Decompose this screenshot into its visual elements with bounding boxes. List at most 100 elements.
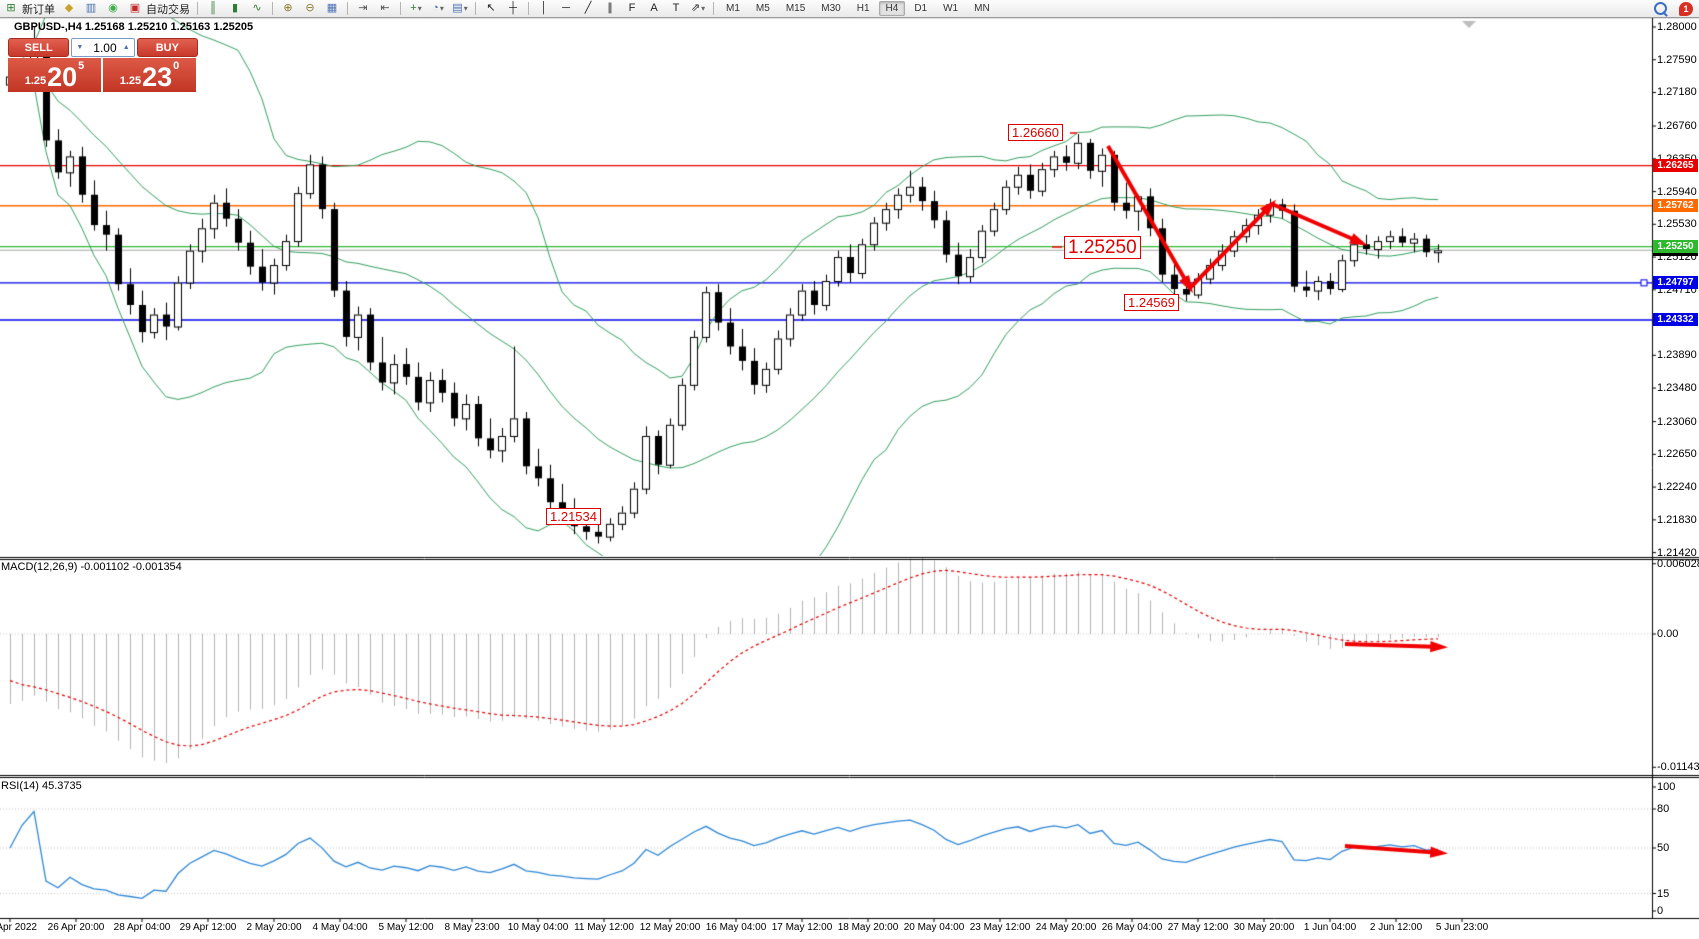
timeframe-m1[interactable]: M1 [726,3,740,14]
price-axis-label: 1.21830 [1657,513,1697,526]
dropdown-caret-icon[interactable]: ▾ [439,3,444,13]
date-axis-label: 26 May 04:00 [1101,922,1163,933]
macd-scale-label: 0.006028 [1657,557,1699,570]
price-axis-label: 1.22650 [1657,448,1697,461]
indicators-icon[interactable]: + ▾ [410,2,422,14]
date-axis-label: 5 May 12:00 [378,922,434,933]
price-callout[interactable]: 1.24569 [1124,294,1179,311]
crosshair-icon[interactable]: ┼ [509,2,517,14]
rsi-scale-label: 80 [1657,803,1670,815]
horizontal-line-icon[interactable]: ─ [562,2,570,14]
trendline-icon[interactable]: ╱ [584,2,592,14]
volume-decrease-icon[interactable]: ▼ [76,44,84,51]
line-chart-icon[interactable]: ∿ [252,2,262,14]
signals-icon[interactable]: ◉ [108,2,118,14]
search-icon[interactable] [1654,2,1667,15]
price-callout[interactable]: 1.26660 [1008,124,1063,141]
arrows-object-icon[interactable]: ⇗ ▾ [690,2,706,14]
text-label-icon[interactable]: T [672,2,680,14]
timeframe-d1[interactable]: D1 [914,3,928,14]
toolbar: ⊞ 新订单 ◆ ▥ ◉ ▣ 自动交易 ║ ▮ ∿ ⊕ ⊖ ▦ ⇥ ⇤ + ▾ ◔ ▾ ▤ ▾ ↖ ┼ │ ─ ╱ ∥ F A T ⇗ ▾ M1… [0,0,1699,18]
timeframe-m5[interactable]: M5 [755,3,770,14]
price-line-badge: 1.24332 [1653,312,1698,326]
timeframe-h4[interactable]: H4 [878,1,906,16]
date-axis-label: 5 Jun 23:00 [1435,922,1489,933]
date-axis-label: 27 May 12:00 [1167,922,1229,933]
buy-button[interactable]: BUY [136,38,198,57]
vertical-line-icon[interactable]: │ [540,2,548,14]
one-click-trading-panel: SELL ▼ 1.00 ▲ BUY 1.25 20 5 1.25 23 0 [8,38,198,92]
templates-icon[interactable]: ▤ ▾ [452,2,468,14]
autotrading-icon[interactable]: ▣ [129,2,141,14]
date-axis-label: 1 Jun 04:00 [1303,922,1357,933]
date-axis-label: 20 May 04:00 [903,922,965,933]
date-axis-label: 2 Jun 12:00 [1369,922,1423,933]
volume-increase-icon[interactable]: ▲ [122,44,130,51]
date-axis-label: 8 May 23:00 [444,922,500,933]
price-axis-label: 1.26760 [1657,120,1697,133]
dropdown-caret-icon[interactable]: ▾ [701,3,706,13]
price-callout[interactable]: 1.25250 [1064,236,1141,259]
volume-value[interactable]: 1.00 [93,40,117,55]
rsi-scale-label: 0 [1657,905,1664,917]
dropdown-caret-icon[interactable]: ▾ [417,3,422,13]
zoom-in-icon[interactable]: ⊕ [283,2,293,14]
toolbar-separator [713,2,714,15]
date-axis-label: 24 May 20:00 [1035,922,1097,933]
price-axis-label: 1.23480 [1657,382,1697,395]
price-line-badge: 1.25250 [1653,239,1698,253]
price-line-badge: 1.26265 [1653,158,1698,172]
date-axis-label: 12 May 20:00 [639,922,701,933]
toolbar-separator [197,2,198,15]
fibonacci-icon[interactable]: F [628,2,636,14]
price-axis-label: 1.23060 [1657,415,1697,428]
macd-label: MACD(12,26,9) -0.001102 -0.001354 [1,561,182,573]
date-axis-label: 11 May 12:00 [574,922,634,933]
buy-price-big: 23 [142,62,173,92]
volume-stepper[interactable]: ▼ 1.00 ▲ [71,38,135,57]
timeframe-w1[interactable]: W1 [943,3,959,14]
autotrading-label[interactable]: 自动交易 [146,3,190,16]
rsi-scale-label: 50 [1657,842,1670,854]
price-callout[interactable]: 1.21534 [546,508,601,525]
buy-price-small: 1.25 [119,75,142,87]
market-watch-icon[interactable]: ▥ [85,2,97,14]
timeframe-m15[interactable]: M15 [785,3,806,14]
timeframe-m30[interactable]: M30 [821,3,841,14]
dropdown-caret-icon[interactable]: ▾ [463,3,468,13]
bar-chart-icon[interactable]: ║ [209,2,217,14]
price-axis-label: 1.27590 [1657,53,1697,66]
date-axis-label: 18 May 20:00 [837,922,899,933]
chart-shift-icon[interactable]: ⇤ [380,2,390,14]
notification-badge[interactable]: 1 [1679,1,1693,16]
sell-price[interactable]: 1.25 20 5 [8,58,101,92]
tile-windows-icon[interactable]: ▦ [326,2,338,14]
date-axis-label: 30 May 20:00 [1233,922,1295,933]
timeframe-mn[interactable]: MN [974,3,990,14]
toolbar-separator [528,2,529,15]
profiles-icon[interactable]: ◆ [64,2,74,14]
sell-price-big: 20 [47,62,78,92]
cursor-icon[interactable]: ↖ [486,2,496,14]
sell-price-sup: 5 [78,60,85,72]
text-icon[interactable]: A [650,2,658,14]
date-axis-label: 28 Apr 04:00 [113,922,171,933]
price-axis-label: 1.22240 [1657,481,1697,494]
equidistant-channel-icon[interactable]: ∥ [607,2,613,14]
zoom-out-icon[interactable]: ⊖ [305,2,315,14]
toolbar-right: 1 [1654,1,1693,16]
timeframe-h1[interactable]: H1 [856,3,870,14]
sell-button[interactable]: SELL [8,38,70,57]
new-order-label[interactable]: 新订单 [22,3,55,16]
candlestick-chart-icon[interactable]: ▮ [231,2,239,14]
buy-price[interactable]: 1.25 23 0 [103,58,196,92]
toolbar-separator [475,2,476,15]
periods-icon[interactable]: ◔ ▾ [432,2,444,14]
rsi-scale-label: 15 [1657,887,1670,900]
auto-scroll-icon[interactable]: ⇥ [358,2,368,14]
rsi-label: RSI(14) 45.3735 [1,780,82,792]
new-order-icon[interactable]: ⊞ [6,2,16,14]
